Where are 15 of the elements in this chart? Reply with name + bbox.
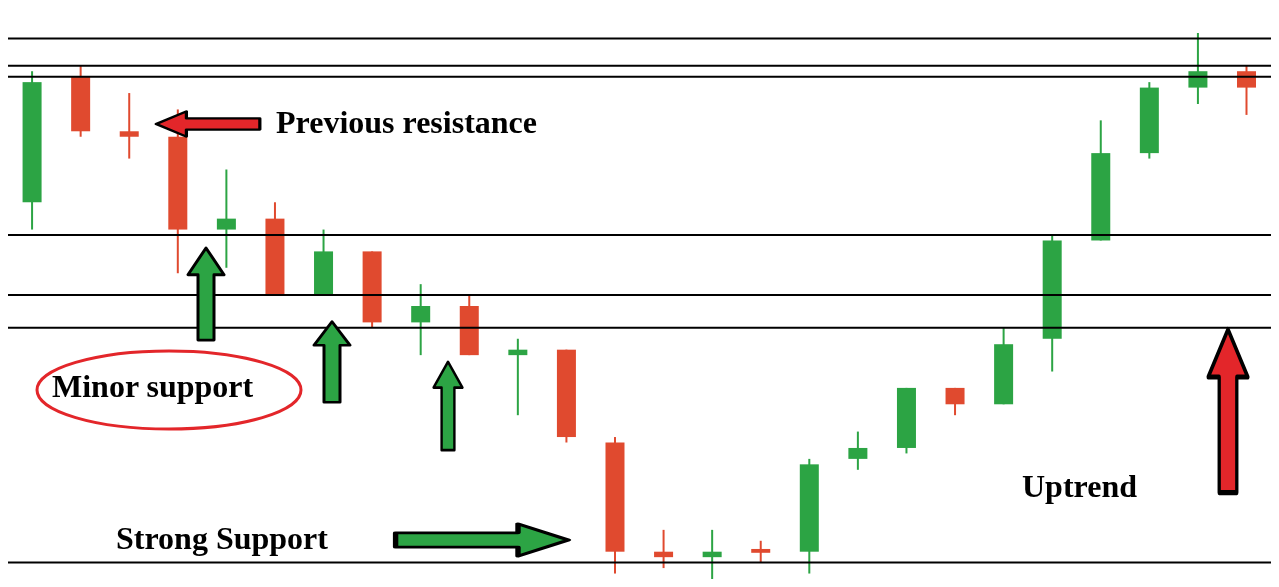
candlestick [216, 168, 236, 269]
candlestick [1188, 33, 1208, 105]
candlestick [119, 92, 139, 160]
candlestick [751, 539, 771, 564]
annotation: Minor support [52, 368, 254, 405]
annotation: Strong Support [116, 520, 328, 557]
annotation: Previous resistance [276, 104, 537, 141]
candlestick [411, 283, 431, 357]
candlestick [848, 430, 868, 471]
candlestick [1237, 64, 1256, 116]
candlestick [508, 337, 528, 417]
candlestick [702, 528, 722, 579]
candlestick [654, 528, 674, 570]
annotation: Uptrend [1022, 468, 1137, 505]
candlestick [945, 386, 965, 417]
